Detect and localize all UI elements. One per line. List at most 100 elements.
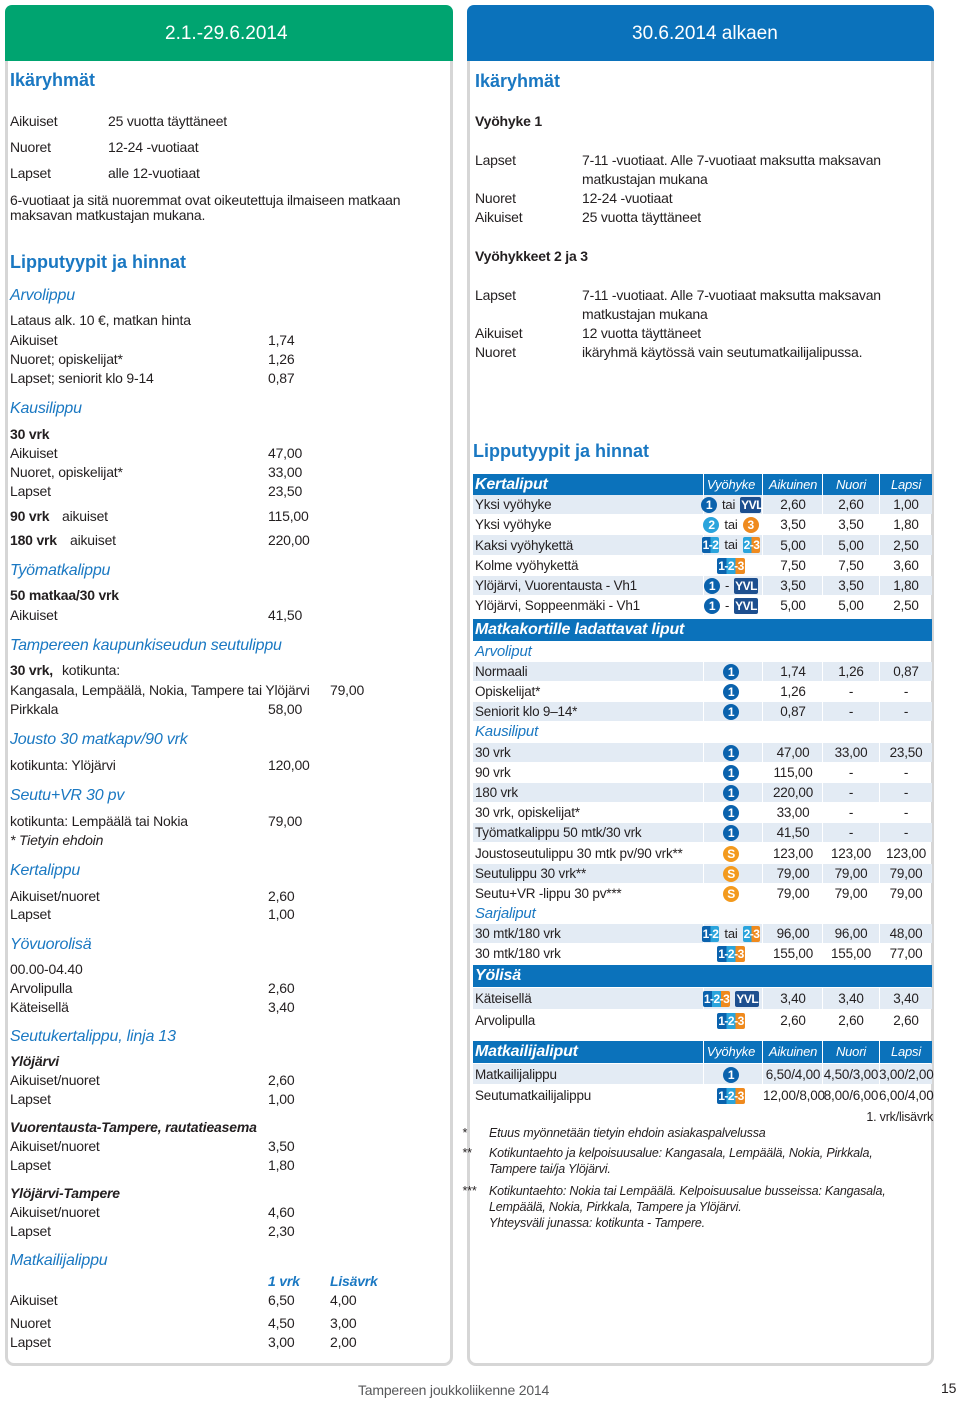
text: 6,50 [268, 1292, 295, 1308]
divider [822, 702, 823, 721]
divider [879, 823, 880, 843]
divider [703, 575, 704, 595]
divider [822, 474, 823, 495]
price: 79,00 [834, 865, 868, 881]
subtitle: Kausiliput [475, 723, 539, 740]
divider [762, 863, 763, 883]
zone-badge: S [723, 865, 739, 882]
zone-word: tai [724, 926, 738, 941]
text: 6-vuotiaat ja sitä nuoremmat ovat oikeut… [10, 192, 401, 223]
text: Lapset [475, 152, 516, 168]
ticket-name: 30 vrk [475, 744, 511, 760]
zone-badge: 1 [723, 784, 739, 801]
text: 1 vrk [268, 1273, 300, 1289]
divider [762, 474, 763, 495]
ticket-name: Ylöjärvi, Vuorentausta - Vh1 [475, 577, 637, 593]
divider [822, 988, 823, 1009]
zone-badge: 1 [723, 825, 739, 842]
text: 4,50 [268, 1315, 295, 1331]
divider [762, 662, 763, 681]
divider [762, 742, 763, 762]
divider [822, 742, 823, 762]
text: Nuoret [10, 1315, 51, 1331]
text: Aikuiset [10, 113, 58, 129]
text: Jousto 30 matkapv/90 vrk [10, 731, 188, 748]
text: Lataus alk. 10 €, matkan hinta [10, 312, 191, 328]
price: 2,60 [838, 497, 864, 513]
zone-word: - [725, 577, 730, 593]
zone-badge: YVL [735, 991, 760, 1007]
footnote-mark: ** [462, 1146, 472, 1160]
price: - [848, 684, 854, 699]
price: 23,50 [889, 744, 923, 760]
price: 7,50 [780, 557, 806, 573]
text: Nuoret [475, 344, 516, 360]
text: Aikuiset/nuoret [10, 1072, 100, 1088]
divider [703, 782, 704, 803]
price: 3,50 [780, 517, 806, 533]
text: Lapset [10, 483, 51, 499]
row-bg [473, 575, 932, 595]
price: - [848, 764, 854, 780]
text: 1,26 [268, 351, 295, 367]
divider [703, 702, 704, 721]
footnote-line: Kotikuntaehto ja kelpoisuusalue: Kangasa… [489, 1146, 873, 1176]
price: 155,00 [772, 946, 814, 961]
price: 8,00/6,00 [823, 1087, 879, 1103]
zone: 1-2-3 [701, 944, 761, 964]
price: 41,50 [776, 825, 810, 841]
divider [822, 495, 823, 515]
section-title: Kertaliput [475, 475, 548, 493]
zone-badge: 1 [723, 684, 739, 700]
ticket-name: Työmatkalippu 50 mtk/30 vrk [475, 825, 642, 841]
text: aikuiset [62, 508, 108, 524]
row-bg [473, 702, 932, 721]
price: - [903, 825, 909, 841]
divider [762, 1064, 763, 1084]
price: 3,00/2,00 [879, 1066, 934, 1082]
price: 47,00 [776, 744, 810, 760]
column-header: Lapsi [890, 1044, 922, 1059]
zone-badge: 1 [704, 577, 720, 594]
section-bar [473, 619, 932, 641]
text: Ikäryhmät [475, 71, 561, 91]
zone-badge: 3 [742, 517, 759, 534]
left-date: 2.1.-29.6.2014 [165, 23, 288, 44]
zone-badge: 2 [703, 517, 720, 534]
text: 50 matkaa/30 vrk [10, 587, 119, 603]
zone-word: tai [722, 497, 736, 513]
text: Seutu+VR 30 pv [10, 787, 125, 804]
text: 79,00 [268, 813, 303, 829]
column-header: Nuori [835, 476, 867, 492]
price: 2,50 [893, 537, 919, 553]
divider [822, 1041, 823, 1063]
text: Lapset [10, 906, 51, 922]
divider [762, 823, 763, 843]
text: Työmatkalippu [10, 562, 111, 579]
price: 3,50 [838, 517, 864, 533]
text: Ikäryhmät [10, 70, 96, 90]
zone-badge: 1-2-3 [717, 557, 745, 574]
text: 2,60 [268, 1072, 295, 1088]
price: 123,00 [830, 845, 872, 861]
row-bg [473, 988, 932, 1009]
divider [879, 1064, 880, 1084]
text: 4,60 [268, 1204, 295, 1220]
text: Käteisellä [10, 999, 69, 1015]
row-bg [473, 823, 932, 843]
zone: 1 [701, 763, 761, 783]
divider [703, 823, 704, 843]
divider [762, 495, 763, 515]
divider [762, 535, 763, 555]
left-header [5, 5, 453, 61]
text: Nuoret [10, 139, 51, 155]
text: Lapset; seniorit klo 9-14 [10, 370, 154, 386]
zone: S [701, 844, 761, 864]
price: 79,00 [776, 886, 810, 901]
divider [822, 1064, 823, 1084]
price: - [903, 785, 909, 800]
zone: 1-2-3 [701, 1010, 761, 1032]
zone: 1 tai YVL [701, 495, 763, 515]
text: kotikunta: Lempäälä tai Nokia [10, 813, 188, 829]
